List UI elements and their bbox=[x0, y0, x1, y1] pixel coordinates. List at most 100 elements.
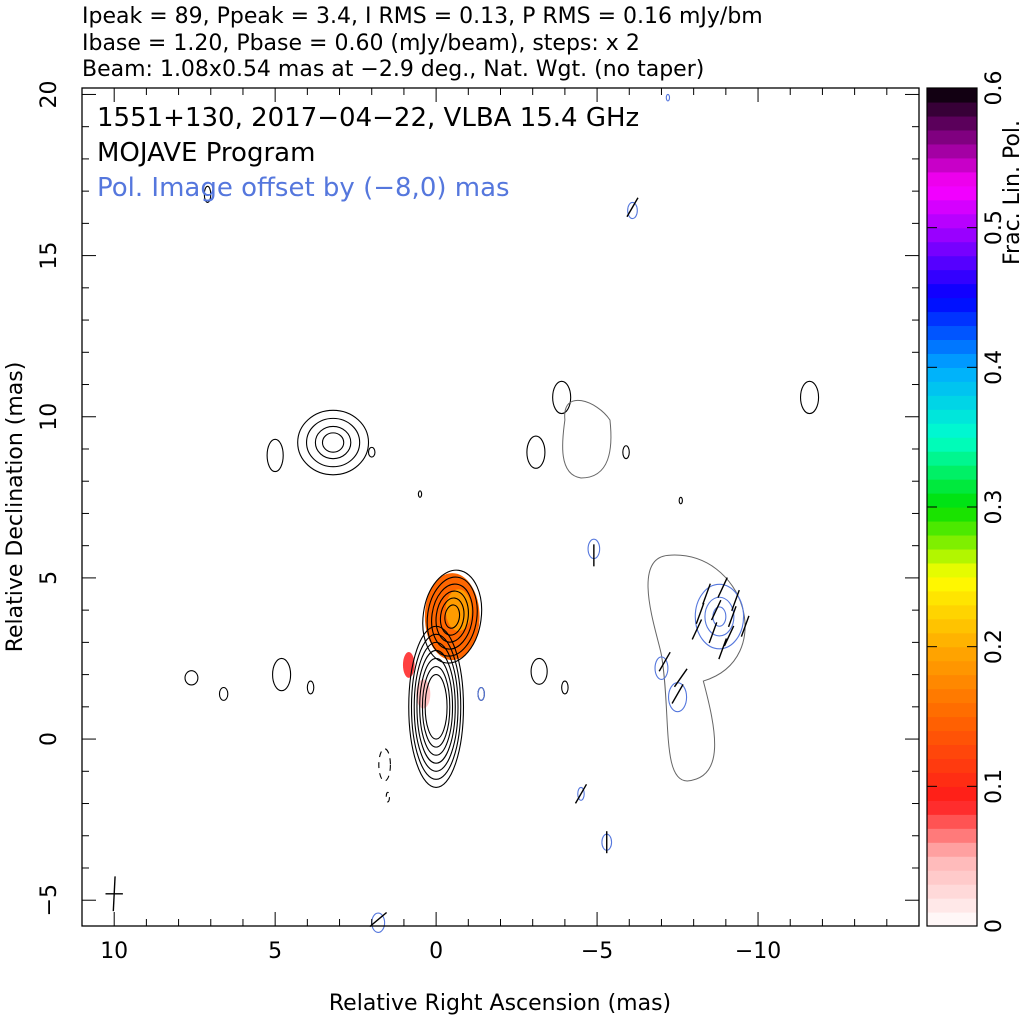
colorbar-band bbox=[927, 241, 977, 257]
colorbar-band bbox=[927, 185, 977, 201]
colorbar-band bbox=[927, 395, 977, 410]
colorbar-band bbox=[927, 339, 977, 354]
negative-contour bbox=[378, 748, 391, 782]
colorbar-band bbox=[927, 269, 977, 285]
colorbar-band bbox=[927, 311, 977, 327]
colorbar-band bbox=[927, 898, 977, 913]
intensity-contour bbox=[314, 425, 352, 460]
intensity-contour bbox=[421, 665, 451, 748]
intensity-blob-contour bbox=[272, 657, 292, 692]
y-tick-label: −5 bbox=[37, 884, 62, 916]
colorbar-label: Frac. Lin. Pol. bbox=[1000, 120, 1025, 265]
colorbar-band bbox=[927, 88, 977, 103]
x-axis-label: Relative Right Ascension (mas) bbox=[329, 991, 671, 1016]
intensity-contour bbox=[444, 604, 461, 629]
colorbar-band bbox=[927, 632, 977, 648]
x-tick-label: 0 bbox=[429, 939, 443, 964]
colorbar-tick-label: 0.5 bbox=[982, 210, 1007, 245]
colorbar-band bbox=[927, 800, 977, 815]
evpa-vector bbox=[691, 619, 703, 640]
intensity-contour bbox=[408, 625, 465, 788]
intensity-blob-contour bbox=[266, 438, 284, 473]
colorbar-band bbox=[927, 856, 977, 871]
colorbar-band bbox=[927, 367, 977, 382]
colorbar-band bbox=[927, 562, 977, 578]
colorbar-band bbox=[927, 688, 977, 704]
colorbar-band bbox=[927, 493, 977, 508]
evpa-vector bbox=[702, 583, 711, 605]
evpa-vector bbox=[695, 602, 705, 624]
colorbar-band bbox=[927, 297, 977, 313]
colorbar-band bbox=[927, 772, 977, 787]
intensity-contour bbox=[297, 409, 370, 476]
evpa-vector bbox=[731, 589, 740, 612]
total-intensity-contours bbox=[184, 185, 820, 803]
colorbar-band bbox=[927, 534, 977, 550]
plot-frame bbox=[81, 87, 920, 927]
intensity-blob-contour bbox=[799, 380, 820, 415]
pol-intensity-contour bbox=[577, 786, 585, 801]
header-line-3: Beam: 1.08x0.54 mas at −2.9 deg., Nat. W… bbox=[82, 57, 704, 82]
y-tick-label: 10 bbox=[37, 403, 62, 431]
pol-intensity-contour bbox=[667, 682, 688, 713]
y-axis-label: Relative Declination (mas) bbox=[3, 362, 28, 653]
intensity-blob-contour bbox=[552, 380, 572, 415]
intensity-blob-contour bbox=[367, 446, 376, 458]
colorbar-band bbox=[927, 702, 977, 718]
pol-intensity-contour bbox=[477, 686, 485, 701]
evpa-vector bbox=[673, 668, 688, 688]
colorbar-band bbox=[927, 786, 977, 801]
offset-annotation: Pol. Image offset by (−8,0) mas bbox=[97, 173, 510, 203]
colorbar-band bbox=[927, 465, 977, 480]
colorbar-band bbox=[927, 381, 977, 396]
y-tick-label: 15 bbox=[37, 242, 62, 270]
intensity-blob-contour bbox=[417, 490, 423, 498]
colorbar-band bbox=[927, 646, 977, 662]
colorbar-band bbox=[927, 716, 977, 732]
pol-intensity-contour bbox=[704, 596, 735, 637]
colorbar-band bbox=[927, 870, 977, 885]
y-tick-label: 5 bbox=[37, 571, 62, 585]
colorbar-band bbox=[927, 129, 977, 145]
colorbar-band bbox=[927, 101, 977, 117]
colorbar-tick-label: 0.2 bbox=[982, 629, 1007, 664]
colorbar-band bbox=[927, 423, 977, 438]
beam-marker bbox=[105, 876, 123, 912]
colorbar-band bbox=[927, 814, 977, 829]
colorbar-band bbox=[927, 199, 977, 215]
x-tick-label: −5 bbox=[581, 939, 613, 964]
intensity-blob-contour bbox=[622, 445, 630, 460]
axis-ticks: 10 5 0 −5 −10 20 15 10 5 0 −5 bbox=[37, 80, 920, 964]
y-tick-label: 0 bbox=[37, 732, 62, 746]
pol-intensity-contours bbox=[371, 93, 746, 933]
source-annotation: 1551+130, 2017−04−22, VLBA 15.4 GHz bbox=[97, 103, 639, 133]
evpa-vectors bbox=[369, 197, 750, 928]
colorbar-band bbox=[927, 590, 977, 606]
x-tick-label: 5 bbox=[268, 939, 282, 964]
colorbar-band bbox=[927, 912, 977, 927]
colorbar-band bbox=[927, 604, 977, 620]
colorbar-band bbox=[927, 479, 977, 494]
pol-intensity-contour bbox=[627, 201, 638, 220]
x-tick-label: −10 bbox=[735, 939, 781, 964]
colorbar-band bbox=[927, 325, 977, 340]
intensity-contour bbox=[416, 649, 456, 764]
intensity-contour bbox=[419, 657, 454, 756]
colorbar-band bbox=[927, 828, 977, 843]
intensity-blob-contour bbox=[184, 670, 199, 686]
header-line-1: Ipeak = 89, Ppeak = 3.4, I RMS = 0.13, P… bbox=[82, 4, 763, 29]
intensity-contour bbox=[413, 641, 459, 772]
y-tick-label: 20 bbox=[37, 80, 62, 108]
colorbar-band bbox=[927, 548, 977, 564]
colorbar-band bbox=[927, 451, 977, 466]
evpa-vector bbox=[710, 599, 722, 621]
intensity-contour bbox=[422, 569, 483, 664]
intensity-blob-contour bbox=[306, 680, 315, 695]
intensity-contour bbox=[426, 576, 478, 657]
colorbar-band bbox=[927, 143, 977, 159]
intensity-blob-contour bbox=[526, 435, 546, 469]
intensity-blob-contour bbox=[203, 185, 212, 203]
colorbar-band bbox=[927, 409, 977, 424]
evpa-vector bbox=[708, 622, 718, 644]
